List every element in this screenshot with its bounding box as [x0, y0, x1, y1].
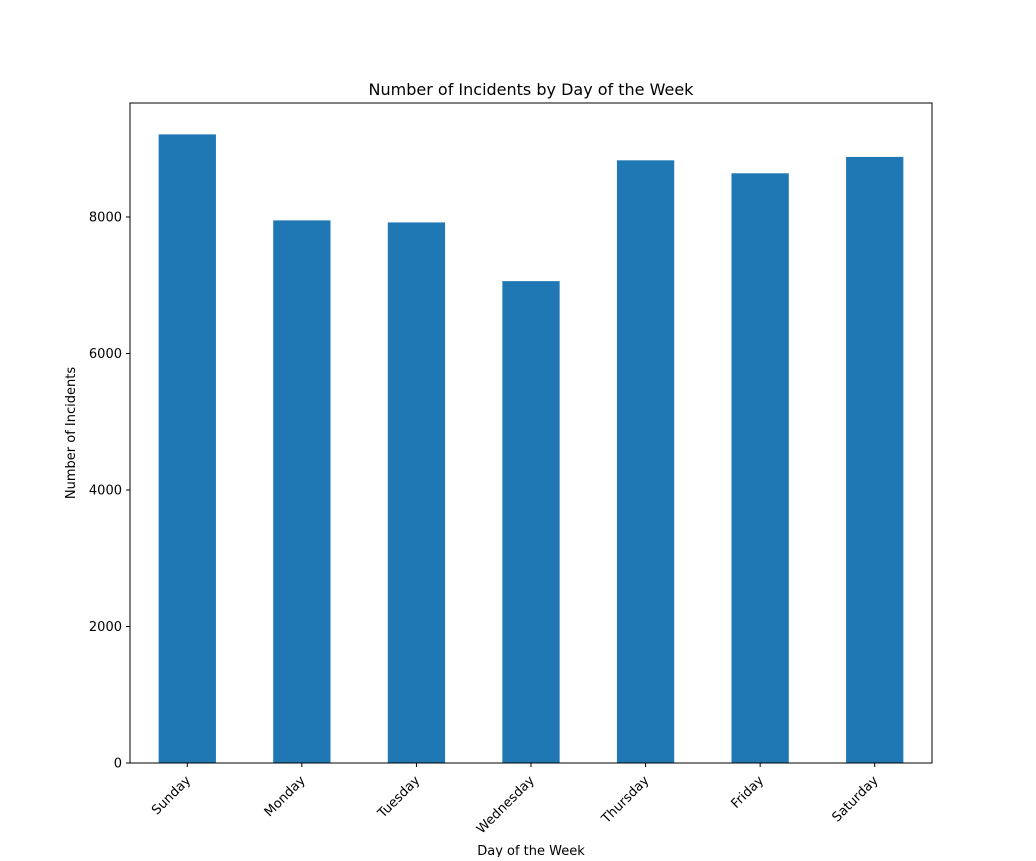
chart-title: Number of Incidents by Day of the Week: [369, 80, 695, 99]
y-tick-label: 2000: [89, 620, 122, 635]
x-tick-label-friday: Friday: [729, 773, 768, 812]
y-axis: 0 2000 4000 6000 8000: [89, 210, 130, 772]
y-tick-label: 0: [114, 757, 122, 772]
bar-tuesday: [387, 222, 446, 763]
bar-friday: [731, 173, 789, 764]
x-tick-label-sunday: Sunday: [149, 773, 194, 818]
y-tick-label: 4000: [89, 483, 122, 498]
x-tick-label-saturday: Saturday: [830, 773, 882, 825]
bar-wednesday: [502, 281, 560, 763]
plot-frame: [129, 102, 933, 764]
y-tick-label: 6000: [89, 347, 122, 362]
x-tick-label-wednesday: Wednesday: [474, 773, 538, 837]
bar-monday: [273, 220, 331, 763]
y-tick-label: 8000: [89, 210, 122, 225]
x-axis: Sunday Monday Tuesday Wednesday Thursday Frid…: [149, 763, 882, 837]
x-axis-label: Day of the Week: [477, 844, 585, 857]
x-tick-label-tuesday: Tuesday: [375, 773, 424, 822]
bar-sunday: [158, 134, 216, 763]
bars-group: [158, 134, 904, 764]
x-tick-label-thursday: Thursday: [598, 773, 652, 827]
bar-thursday: [616, 160, 675, 763]
x-tick-label-monday: Monday: [262, 773, 309, 820]
bar-saturday: [846, 156, 904, 764]
y-axis-label: Number of Incidents: [64, 367, 79, 499]
